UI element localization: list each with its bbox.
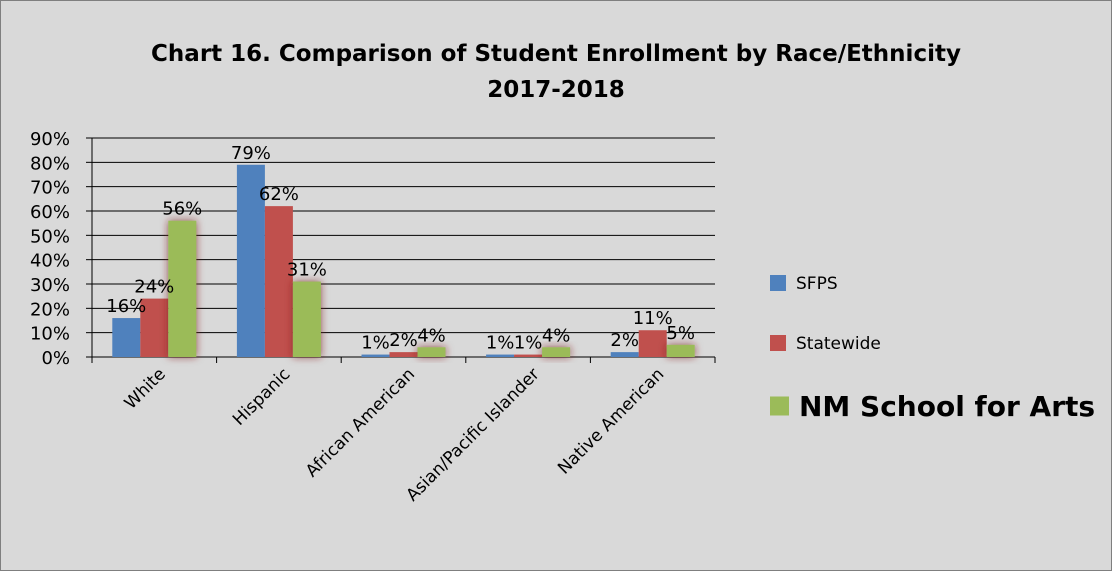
data-label: 11%: [633, 308, 673, 329]
y-tick-label: 60%: [30, 202, 70, 223]
category-label: White: [121, 364, 170, 413]
bar: [610, 352, 639, 357]
data-label: 1%: [514, 333, 543, 354]
data-label: 1%: [361, 333, 390, 354]
bar: [417, 347, 446, 357]
data-label: 31%: [287, 260, 327, 281]
bar: [168, 220, 197, 357]
bar: [486, 354, 515, 357]
bar: [112, 318, 141, 357]
category-label: Asian/Pacific Islander: [403, 364, 544, 505]
y-tick-label: 40%: [30, 251, 70, 272]
y-tick-label: 50%: [30, 226, 70, 247]
data-label: 2%: [389, 330, 418, 351]
legend-swatch: [770, 275, 786, 291]
data-label: 2%: [610, 330, 639, 351]
bar: [638, 330, 667, 357]
bar: [236, 164, 265, 357]
data-label: 16%: [106, 296, 146, 317]
data-label: 1%: [486, 333, 515, 354]
category-label: African American: [302, 364, 419, 481]
category-label: Native American: [554, 364, 668, 478]
y-tick-label: 90%: [30, 129, 70, 150]
chart-subtitle: 2017-2018: [487, 77, 625, 103]
data-label: 56%: [162, 199, 202, 220]
data-label: 5%: [666, 323, 695, 344]
legend-label: NM School for Arts: [799, 390, 1095, 423]
y-tick-label: 70%: [30, 178, 70, 199]
legend-label: SFPS: [796, 274, 838, 294]
legend-swatch: [770, 335, 786, 351]
y-tick-label: 0%: [41, 348, 70, 369]
bar: [514, 354, 543, 357]
data-label: 24%: [134, 277, 174, 298]
chart-title: Chart 16. Comparison of Student Enrollme…: [0, 36, 1112, 108]
y-tick-label: 10%: [30, 324, 70, 345]
legend-swatch: [770, 396, 789, 416]
y-tick-label: 20%: [30, 299, 70, 320]
data-label: 62%: [259, 184, 299, 205]
y-tick-label: 30%: [30, 275, 70, 296]
data-label: 4%: [542, 325, 571, 346]
category-label: Hispanic: [229, 364, 294, 429]
bar: [666, 344, 695, 357]
data-label: 4%: [417, 325, 446, 346]
bar: [292, 281, 321, 357]
bar: [389, 352, 418, 357]
bar: [542, 347, 571, 357]
legend-label: Statewide: [796, 334, 881, 354]
bar: [361, 354, 390, 357]
chart-title-line-1: Chart 16. Comparison of Student Enrollme…: [151, 41, 961, 67]
bar: [140, 298, 169, 357]
data-label: 79%: [231, 143, 271, 164]
y-tick-label: 80%: [30, 153, 70, 174]
bar: [264, 206, 293, 357]
